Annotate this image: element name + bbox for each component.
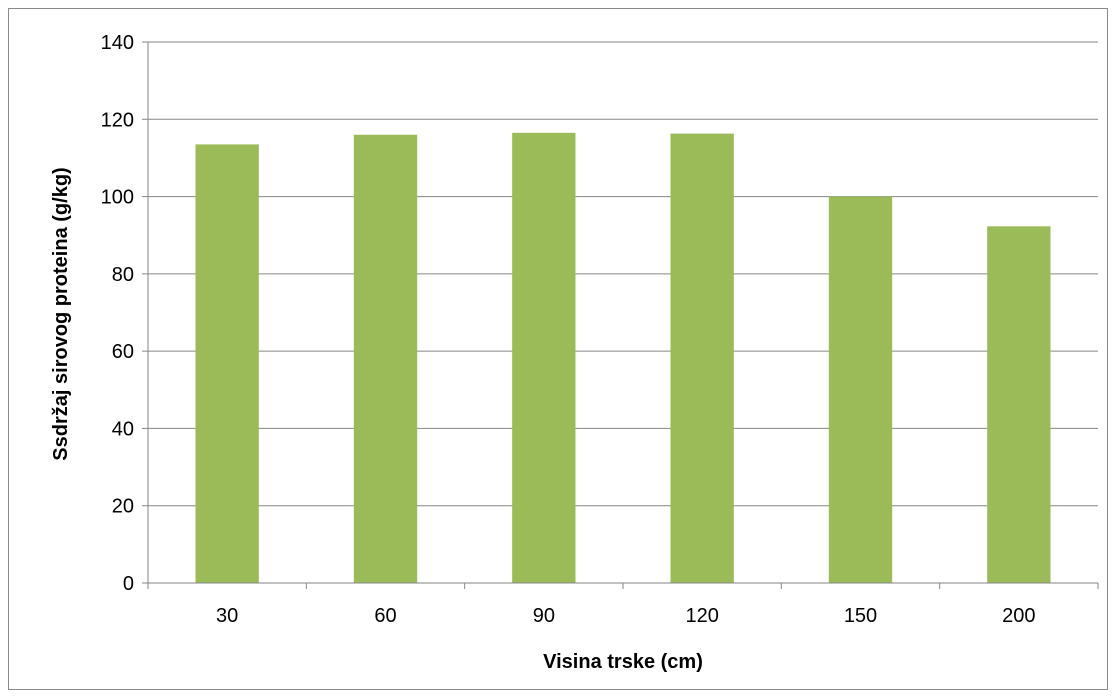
bar-120 [670,133,734,584]
y-axis-title: Ssdržaj sirovog proteina (g/kg) [50,167,72,460]
y-tick-label: 40 [112,418,134,440]
y-tick-label: 80 [112,264,134,286]
x-tick-label: 120 [685,605,718,627]
x-tick-labels: 30 60 90 120 150 200 [216,605,1035,627]
y-tick-label: 0 [123,573,134,595]
bar-90 [512,132,576,583]
bars [195,132,1051,584]
gridlines [148,41,1098,507]
x-tick-label: 150 [844,605,877,627]
bar-150 [828,196,893,584]
x-tick-label: 200 [1002,605,1035,627]
x-axis-title: Visina trske (cm) [543,651,703,673]
y-tick-label: 100 [101,187,134,209]
y-tick-label: 140 [101,32,134,54]
x-tick-label: 60 [374,605,396,627]
y-tick-label: 60 [112,341,134,363]
x-tick-label: 90 [533,605,555,627]
y-tick-label: 20 [112,496,134,518]
y-tick-label: 120 [101,109,134,131]
y-tick-labels: 0 20 40 60 80 100 120 140 [101,32,134,595]
bar-30 [195,144,259,583]
bar-60 [353,134,418,583]
x-tick-label: 30 [216,605,238,627]
bar-200 [987,226,1051,584]
axes [142,41,1099,589]
